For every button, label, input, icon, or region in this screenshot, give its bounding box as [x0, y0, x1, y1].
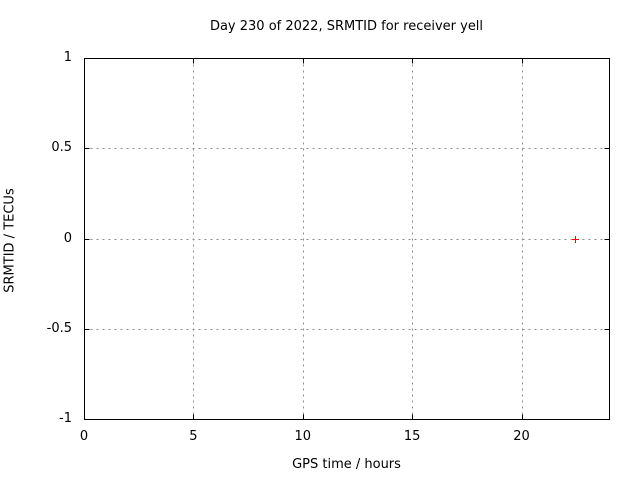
x-axis-label: GPS time / hours: [292, 457, 401, 472]
y-tick-label: 0.5: [51, 140, 72, 156]
x-tick-label: 15: [403, 429, 421, 444]
x-tick-label: 20: [513, 429, 530, 444]
x-tick-label: 10: [294, 429, 312, 444]
plot-area: [84, 58, 610, 420]
y-tick-label: 1: [63, 50, 72, 65]
y-tick-label: -0.5: [46, 320, 72, 336]
y-tick-label: -1: [59, 411, 72, 426]
x-tick-label: 0: [79, 429, 89, 444]
chart-title: Day 230 of 2022, SRMTID for receiver yel…: [209, 19, 484, 34]
y-tick-label: 0: [63, 230, 72, 246]
x-tick-label: 5: [189, 429, 198, 444]
y-axis-label: SRMTID / TECUs: [2, 188, 18, 293]
